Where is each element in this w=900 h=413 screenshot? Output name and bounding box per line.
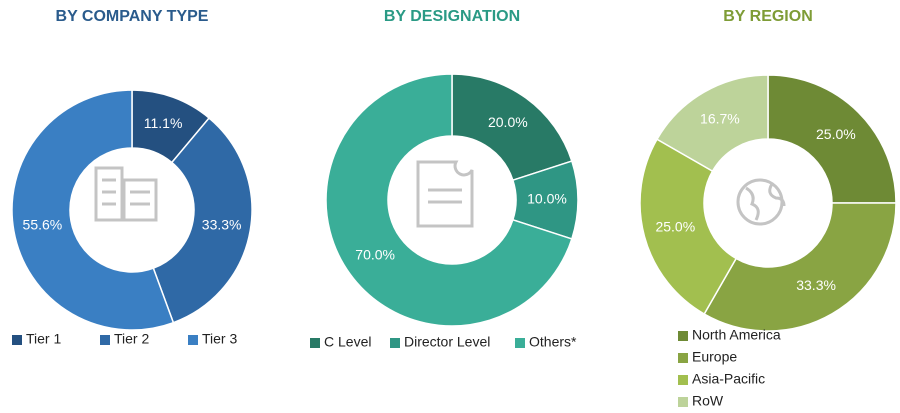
legend-swatch: [515, 338, 525, 348]
value-label: 25.0%: [816, 126, 856, 142]
legend-label: Others*: [529, 334, 577, 350]
donut-slice: [639, 138, 738, 316]
chart-title: BY COMPANY TYPE: [56, 8, 209, 25]
legend-label: North America: [692, 327, 781, 343]
icons: [94, 160, 786, 228]
legend-swatch: [310, 338, 320, 348]
chart-title: BY DESIGNATION: [384, 8, 520, 25]
legend-label: RoW: [692, 393, 724, 409]
donut-slice: [325, 73, 573, 327]
legend-swatch: [12, 335, 22, 345]
value-label: 70.0%: [355, 247, 395, 263]
legend-swatch: [678, 397, 688, 407]
legend-swatch: [678, 331, 688, 341]
legend-swatch: [188, 335, 198, 345]
legend-label: Tier 1: [26, 331, 61, 347]
chart-title: BY REGION: [723, 8, 813, 25]
legend-label: Director Level: [404, 334, 490, 350]
legend-label: Tier 3: [202, 331, 237, 347]
legend-swatch: [390, 338, 400, 348]
building-icon: [94, 166, 158, 222]
value-label: 55.6%: [23, 217, 63, 233]
value-label: 10.0%: [527, 191, 567, 207]
legend-swatch: [678, 353, 688, 363]
legend-swatch: [100, 335, 110, 345]
value-label: 11.1%: [144, 115, 183, 131]
donut-slice: [703, 202, 897, 332]
value-label: 25.0%: [655, 219, 695, 235]
value-label: 33.3%: [796, 277, 836, 293]
legend-label: Asia-Pacific: [692, 371, 765, 387]
donut-slice: [767, 74, 897, 204]
legend-label: C Level: [324, 334, 371, 350]
value-label: 20.0%: [488, 114, 528, 130]
donut-slice: [152, 116, 253, 324]
value-label: 16.7%: [700, 111, 740, 127]
legend-label: Europe: [692, 349, 737, 365]
donut-slice: [11, 89, 175, 331]
value-label: 33.3%: [202, 216, 242, 232]
legend-label: Tier 2: [114, 331, 149, 347]
donut-slice: [655, 74, 769, 173]
document-icon: [416, 160, 474, 228]
legend-swatch: [678, 375, 688, 385]
globe-icon: [736, 178, 786, 226]
